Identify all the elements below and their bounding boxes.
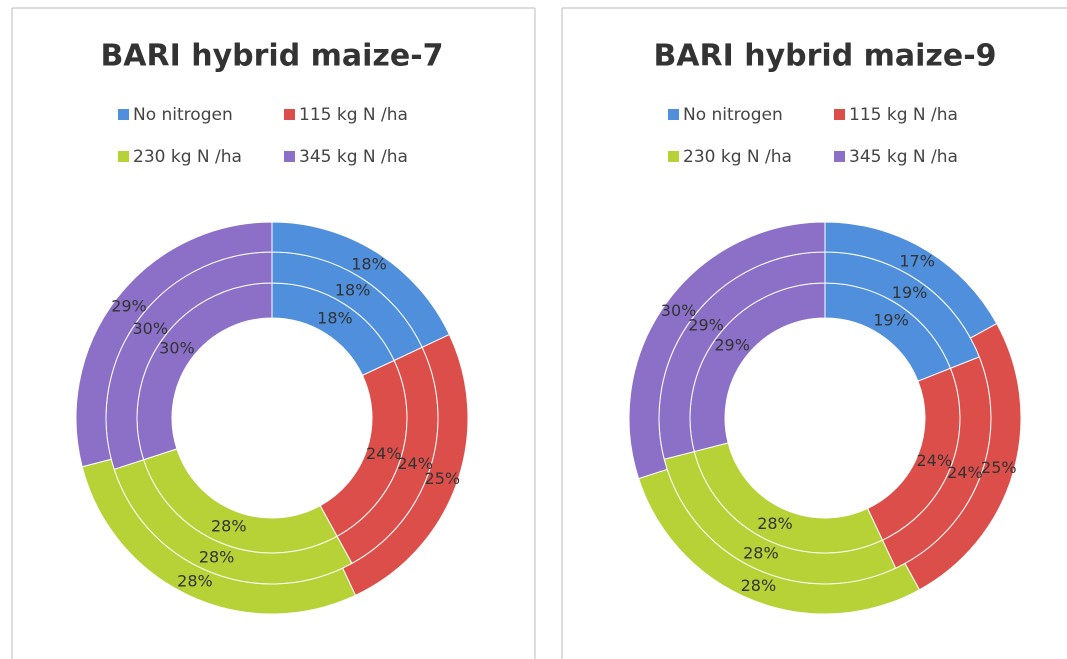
data-label: 30% [661, 301, 697, 320]
chart-title: BARI hybrid maize-7 [100, 39, 443, 74]
data-label: 29% [111, 297, 147, 316]
legend-label: 230 kg N /ha [133, 147, 242, 167]
data-label: 17% [899, 252, 935, 271]
data-label: 28% [741, 576, 777, 595]
data-label: 29% [688, 315, 724, 334]
legend-swatch [668, 151, 679, 162]
legend-label: 115 kg N /ha [299, 105, 408, 125]
data-label: 25% [425, 469, 461, 488]
data-label: 18% [335, 280, 371, 299]
data-label: 29% [714, 335, 750, 354]
chart-title: BARI hybrid maize-9 [653, 39, 996, 74]
legend-swatch [284, 151, 295, 162]
data-label: 19% [873, 310, 909, 329]
legend-label: 115 kg N /ha [849, 105, 958, 125]
legend-swatch [834, 109, 845, 120]
legend-swatch [118, 109, 129, 120]
data-label: 30% [159, 338, 195, 357]
legend-swatch [668, 109, 679, 120]
data-label: 28% [211, 517, 247, 536]
donut-segment [75, 221, 273, 468]
data-label: 18% [351, 255, 387, 274]
legend-swatch [834, 151, 845, 162]
data-label: 25% [981, 458, 1017, 477]
legend-label: 230 kg N /ha [683, 147, 792, 167]
legend-swatch [118, 151, 129, 162]
data-label: 28% [199, 547, 235, 566]
data-label: 24% [397, 454, 433, 473]
data-label: 24% [366, 444, 402, 463]
data-label: 24% [947, 463, 983, 482]
legend-label: No nitrogen [133, 105, 233, 125]
data-label: 28% [177, 571, 213, 590]
legend-swatch [284, 109, 295, 120]
data-label: 28% [743, 544, 779, 563]
legend-label: 345 kg N /ha [299, 147, 408, 167]
legend-label: 345 kg N /ha [849, 147, 958, 167]
data-label: 28% [757, 514, 793, 533]
data-label: 18% [317, 308, 353, 327]
data-label: 24% [916, 451, 952, 470]
legend-label: No nitrogen [683, 105, 783, 125]
donut-segment [628, 221, 826, 480]
data-label: 19% [892, 283, 928, 302]
data-label: 30% [132, 319, 168, 338]
